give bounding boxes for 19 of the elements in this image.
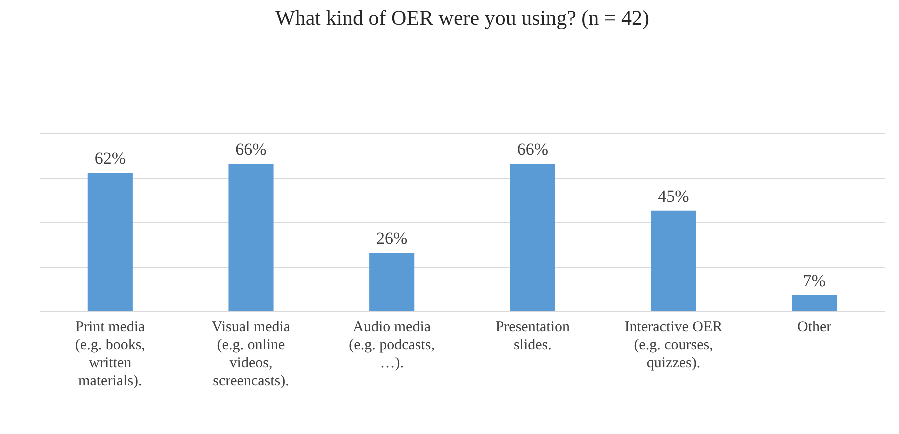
data-label: 66% (236, 140, 267, 160)
bar (228, 164, 274, 311)
bar (792, 295, 838, 311)
chart-title: What kind of OER were you using? (n = 42) (275, 6, 650, 30)
x-tick-label: Print media (e.g. books, written materials). (75, 320, 146, 390)
data-label: 7% (803, 271, 826, 290)
x-tick-label: Visual media (e.g. online videos, screencasts). (212, 320, 291, 390)
x-tick-label: Presentation slides. (496, 320, 570, 354)
data-label: 66% (517, 140, 549, 160)
data-label: 62% (94, 149, 126, 168)
bar (88, 173, 133, 311)
bar (370, 253, 415, 311)
bar (510, 164, 556, 311)
x-tick-label: Audio media (e.g. podcasts, …). (349, 320, 435, 372)
data-label: 45% (658, 186, 690, 206)
x-tick-label: Other (798, 320, 832, 336)
data-label: 26% (376, 229, 408, 248)
x-tick-label: Interactive OER (e.g. courses, quizzes). (624, 320, 723, 372)
bar (651, 210, 696, 311)
